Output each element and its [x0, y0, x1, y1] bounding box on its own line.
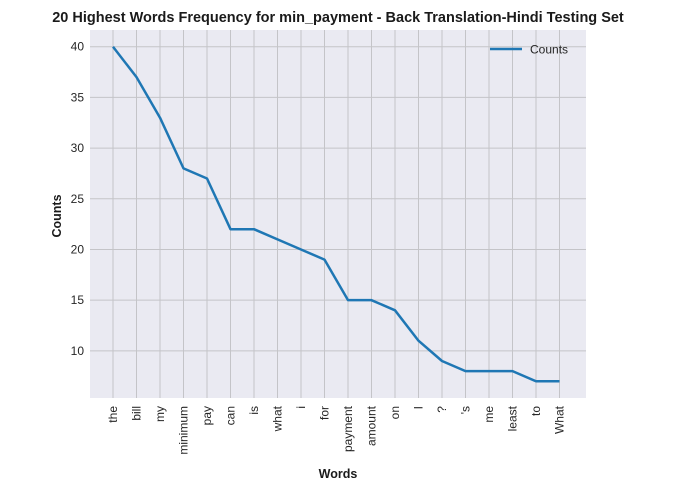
legend-label-counts: Counts	[530, 43, 568, 57]
x-tick-label: What	[553, 405, 567, 434]
y-gridlines	[90, 46, 586, 352]
y-tick-label: 10	[71, 344, 85, 358]
chart-title: 20 Highest Words Frequency for min_payme…	[52, 10, 624, 26]
x-tick-label: can	[224, 406, 238, 425]
plot-area	[90, 30, 586, 398]
x-tick-labels: the bill my minimum pay can is what i for payment a…	[106, 405, 567, 454]
legend: Counts	[490, 43, 568, 57]
x-tick-label: I	[412, 406, 426, 409]
x-tick-label: pay	[200, 406, 214, 425]
series-line-counts	[112, 45, 560, 383]
y-tick-label: 25	[71, 192, 85, 206]
series-layer	[112, 45, 560, 383]
x-tick-label: on	[388, 406, 402, 419]
x-tick-label: my	[153, 406, 167, 422]
x-tick-label: amount	[365, 405, 379, 446]
x-tick-label: what	[271, 405, 285, 432]
y-tick-label: 15	[71, 293, 85, 307]
y-tick-label: 20	[71, 242, 85, 256]
x-tick-label: for	[318, 406, 332, 420]
x-tick-label: minimum	[177, 406, 191, 455]
x-tick-label: is	[247, 406, 261, 415]
x-tick-label: i	[294, 406, 308, 409]
x-gridlines	[112, 30, 560, 398]
x-tick-label: ?	[435, 406, 449, 413]
y-tick-label: 40	[71, 40, 85, 54]
x-tick-label: payment	[341, 405, 355, 452]
x-tick-label: me	[482, 406, 496, 423]
x-tick-label: to	[529, 406, 543, 416]
x-tick-label: least	[506, 405, 520, 431]
x-axis-label: Words	[319, 467, 358, 481]
x-tick-label: 's	[459, 406, 473, 414]
y-tick-label: 30	[71, 141, 85, 155]
y-axis-label: Counts	[50, 194, 64, 237]
y-tick-labels: 10 15 20 25 30 35 40	[71, 40, 85, 358]
x-tick-label: the	[106, 406, 120, 423]
y-tick-label: 35	[71, 90, 85, 104]
x-tick-label: bill	[130, 406, 144, 421]
